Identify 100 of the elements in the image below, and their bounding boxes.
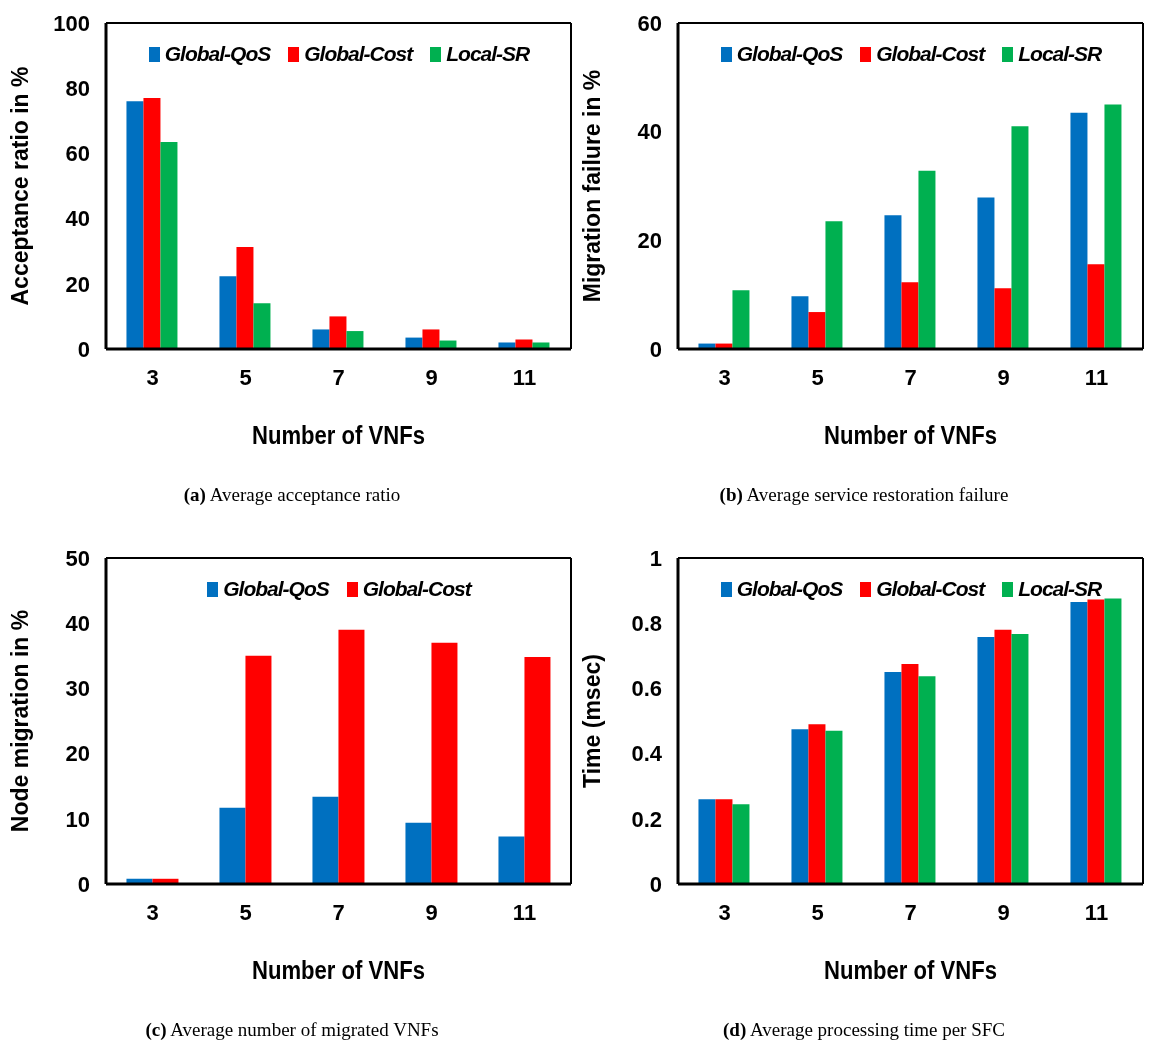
bar [994,288,1012,349]
y-axis-title: Acceptance ratio in % [7,66,34,306]
y-tick-label: 1 [649,545,662,571]
bar [338,629,365,884]
y-axis-title: Node migration in % [7,609,34,833]
bar [1070,602,1088,884]
bar [791,296,809,349]
y-tick-label: 40 [65,611,90,637]
y-axis-title: Time (msec) [579,654,606,788]
legend-label: Local-SR [445,42,530,66]
bar [1011,126,1029,349]
bar [994,629,1012,884]
bar [405,822,432,884]
bar [884,672,902,884]
bar [884,215,902,349]
bar [498,342,516,349]
bar [1011,633,1029,884]
legend-label: Global-Cost [303,42,413,66]
x-tick-label: 9 [425,364,438,390]
bar [1104,104,1122,349]
y-tick-label: 60 [65,141,90,167]
bar [236,246,254,349]
x-tick-label: 11 [1084,364,1109,390]
x-axis-title: Number of VNFs [824,420,997,450]
bar [1070,112,1088,349]
y-tick-label: 20 [65,741,90,767]
bar [329,316,347,349]
legend-label: Local-SR [1017,577,1102,601]
x-axis-title: Number of VNFs [824,955,997,985]
bar [791,729,809,884]
y-tick-label: 0 [77,871,90,897]
bar [245,655,272,884]
y-tick-label: 0 [649,336,662,362]
text: (d) Average processing time per SFC [722,1019,1006,1041]
y-tick-label: 30 [65,676,90,702]
y-axis-title: Migration failure in % [579,69,606,303]
x-tick-label: 9 [997,899,1010,925]
bar [1087,599,1105,884]
bar [901,282,919,349]
legend-label: Global-QoS [735,42,843,66]
y-tick-label: 40 [637,119,662,145]
bar [312,329,330,349]
x-tick-label: 5 [239,899,252,925]
x-tick-label: 9 [425,899,438,925]
bar [918,170,936,349]
bar [431,642,458,884]
bar [532,342,550,349]
bar [825,730,843,884]
bar [901,663,919,884]
bar [422,329,440,349]
bar [732,290,750,349]
x-tick-label: 5 [811,899,824,925]
bar [219,276,237,349]
x-tick-label: 3 [718,364,731,390]
x-tick-label: 7 [904,899,917,925]
y-tick-label: 100 [53,10,90,36]
bar [1104,598,1122,884]
bar [732,804,750,884]
x-tick-label: 7 [904,364,917,390]
bar [143,97,161,349]
bar [219,807,246,884]
bar [715,799,733,884]
bar [977,197,995,349]
x-tick-label: 3 [146,364,159,390]
bar [1087,264,1105,349]
x-tick-label: 7 [332,364,345,390]
x-tick-label: 5 [811,364,824,390]
text: (c) Average number of migrated VNFs [144,1019,440,1041]
x-tick-label: 3 [718,899,731,925]
legend-label: Global-QoS [163,42,271,66]
y-tick-label: 0 [77,336,90,362]
x-tick-label: 9 [997,364,1010,390]
legend-label: Global-Cost [875,577,985,601]
x-tick-label: 11 [1084,899,1109,925]
x-tick-label: 7 [332,899,345,925]
y-tick-label: 0.2 [631,806,662,832]
x-tick-label: 5 [239,364,252,390]
y-tick-label: 0.6 [631,676,662,702]
y-tick-label: 10 [65,806,90,832]
y-tick-label: 80 [65,76,90,102]
y-tick-label: 0.8 [631,611,662,637]
y-tick-label: 20 [637,228,662,254]
x-axis-title: Number of VNFs [252,420,425,450]
y-tick-label: 0 [649,871,662,897]
text: (a) Average acceptance ratio [182,484,402,506]
bar [825,221,843,349]
text: (b) Average service restoration failure [718,484,1010,506]
bar [698,799,716,884]
legend-label: Global-Cost [361,577,471,601]
bar [808,312,826,349]
legend-label: Global-Cost [875,42,985,66]
legend-label: Global-QoS [735,577,843,601]
bar [977,636,995,884]
bar [524,657,551,884]
legend-label: Local-SR [1017,42,1102,66]
bar [253,303,271,349]
bar [312,796,339,884]
bar [126,101,144,349]
x-tick-label: 11 [512,364,537,390]
legend-label: Global-QoS [222,577,329,601]
